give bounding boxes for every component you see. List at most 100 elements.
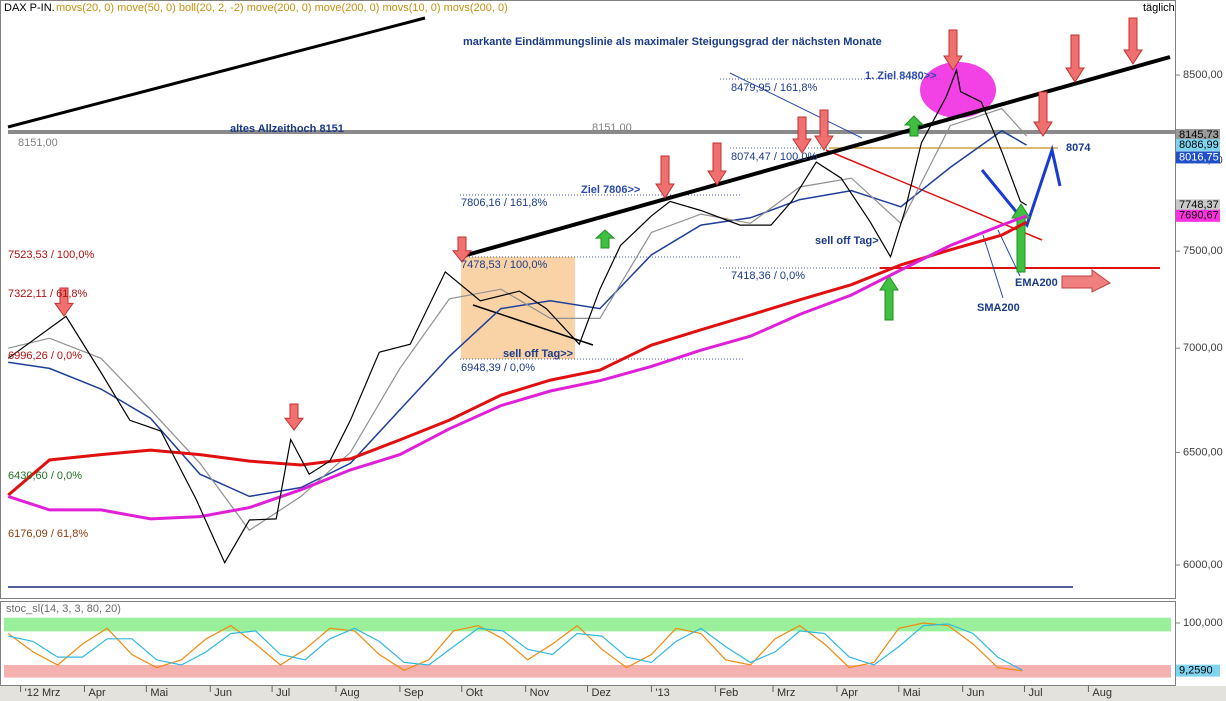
annotation: 6996,26 / 0,0% [8,350,82,362]
price-marker [1176,151,1220,164]
arrow [451,236,473,263]
annotation: 7478,53 / 100,0% [461,259,547,271]
y-tick-label: 7500,00 [1183,245,1223,257]
trend-line [7,16,426,129]
annotation: 8074 [1066,142,1091,154]
band [4,617,1171,632]
x-tick-label: Mai [150,687,168,699]
annotation: 8479,95 / 161,8% [731,82,817,94]
arrow [879,275,899,321]
series-line [8,623,1023,671]
drawings [7,16,1175,588]
pointer-line [997,229,1021,277]
annotation: altes Allzeithoch 8151 [230,123,344,135]
annotation: 6176,09 / 61,8% [8,528,88,540]
arrow [1033,91,1053,137]
x-tick-label: Dez [592,687,612,699]
y-tick-label: 6500,00 [1183,446,1223,458]
price-marker-label: 8016,75 [1179,151,1219,163]
price-marker-label: 8086,99 [1179,139,1219,151]
arrow [1065,34,1085,83]
block-arrow [1061,269,1111,293]
x-tick-label: '13 [655,687,669,699]
price-marker-label: 8145,73 [1179,129,1219,141]
x-tick-label: Jul [276,687,290,699]
stoch-title: stoc_sl(14, 3, 3, 80, 20) [6,603,121,615]
annotation: 7806,16 / 161,8% [461,197,547,209]
annotation: 7418,36 / 0,0% [731,270,805,282]
x-tick-label: Nov [530,687,550,699]
arrow [943,29,963,71]
series-line [8,129,1027,498]
annotation: 1. Ziel 8480>> [865,70,937,82]
annotation: markante Eindämmungslinie als maximaler … [463,36,882,48]
y-tick-label: 7000,00 [1183,342,1223,354]
x-tick-label: Jun [214,687,232,699]
pointer-line [729,72,863,139]
annotation: 8151,00 [592,122,632,134]
annotation: Ziel 7806>> [581,184,640,196]
x-tick-label: Aug [1092,687,1112,699]
price-marker-label: 7690,67 [1179,210,1219,222]
channel-line [472,304,594,346]
series-line [8,107,1028,532]
annotation: 8151,00 [18,137,58,149]
x-tick-label: '12 Mrz [25,687,61,699]
x-tick-label: Mai [903,687,921,699]
annotation: sell off Tag> [815,235,879,247]
x-tick-label: Jun [967,687,985,699]
trend-line [462,55,1171,258]
annotation: 7322,11 / 61,8% [8,288,88,300]
highlight [920,62,996,118]
arrow [1011,203,1031,273]
x-axis-band [0,686,1226,701]
x-tick-label: Mrz [777,687,795,699]
x-tick-label: Apr [89,687,106,699]
price-marker [1176,209,1220,222]
arrow [903,115,925,137]
arrow [655,155,675,199]
stoch-frame [0,601,1176,686]
price-marker [1176,199,1220,212]
price-marker [1176,139,1220,152]
y-tick-label: 100,000 [1183,617,1223,629]
x-tick-label: Jul [1029,687,1043,699]
x-tick-label: Aug [340,687,360,699]
price-marker-label: 7748,37 [1179,199,1219,211]
band [4,665,1171,678]
annotation: 7523,53 / 100,0% [8,249,94,261]
arrow [707,142,727,186]
annotation: SMA200 [977,302,1020,314]
pointer-line [982,234,1004,299]
arrow [1123,17,1143,65]
annotation: sell off Tag>> [503,348,573,360]
main-frame [0,0,1176,599]
price-marker-label: 9,2590 [1179,665,1213,677]
x-tick-label: Okt [466,687,483,699]
arrow [594,229,616,249]
range-box [461,257,575,359]
series-line [7,214,1028,521]
series-line [7,67,1027,565]
y-tick-label: 6000,00 [1183,559,1223,571]
series-line [7,220,1028,497]
annotation: EMA200 [1015,277,1058,289]
y-tick-label: 8500,00 [1183,69,1223,81]
forecast-path [980,144,1062,229]
price-marker [1176,128,1220,141]
annotation: 6948,39 / 0,0% [461,362,535,374]
x-tick-label: Sep [404,687,424,699]
arrow [54,287,74,317]
annotation: 8074,47 / 100,0% [731,151,817,163]
x-tick-label: Apr [841,687,858,699]
arrow [283,403,305,431]
x-tick-label: Feb [719,687,738,699]
series-line [7,622,1023,672]
indicators: movs(20, 0) move(50, 0) boll(20, 2, -2) … [56,2,508,14]
period: täglich [1143,2,1175,14]
arrow [814,109,834,151]
annotation: 6430,60 / 0,0% [8,470,82,482]
chart-title: DAX P-IN. [4,2,55,14]
